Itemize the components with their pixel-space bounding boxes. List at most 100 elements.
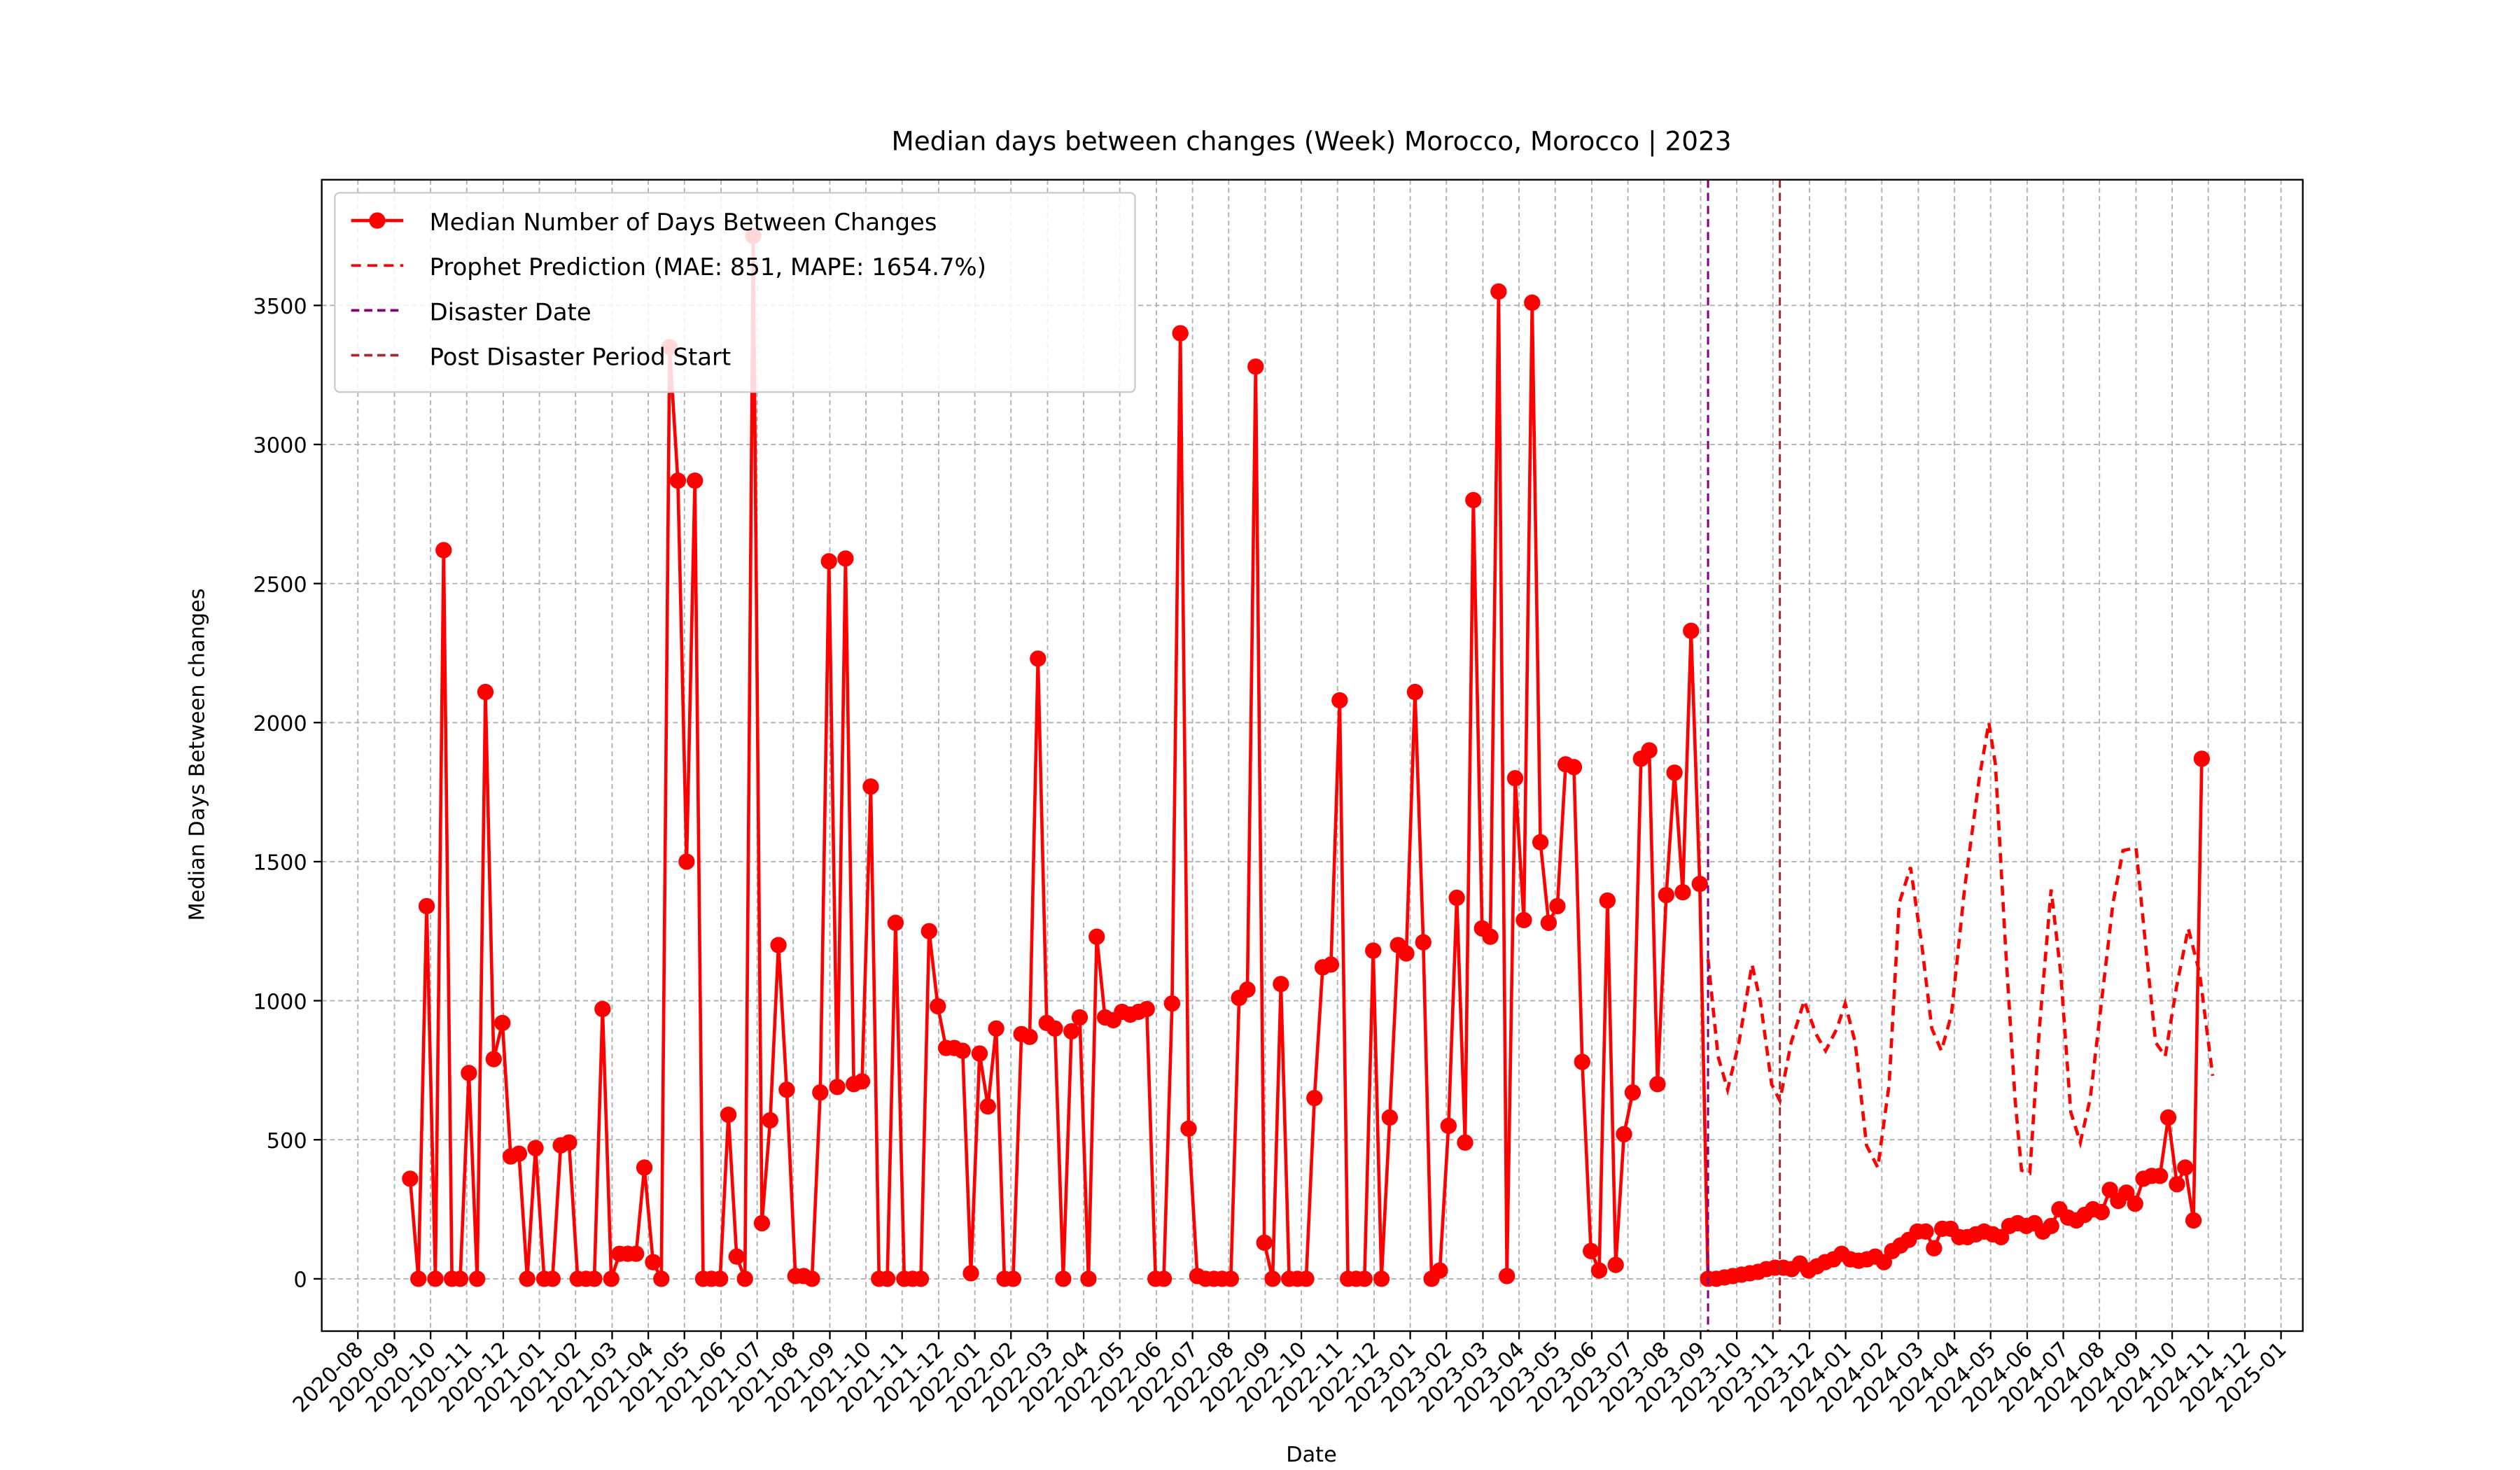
data-point <box>1163 995 1181 1012</box>
data-point <box>1448 889 1465 906</box>
data-point <box>1331 692 1348 709</box>
data-point <box>510 1145 528 1162</box>
data-point <box>1180 1120 1197 1138</box>
data-point <box>1691 876 1708 892</box>
data-point <box>1457 1134 1474 1151</box>
data-point <box>1624 1084 1642 1101</box>
data-point <box>527 1140 544 1156</box>
data-point <box>1666 764 1683 781</box>
data-point <box>1398 945 1415 962</box>
legend-marker <box>369 212 386 229</box>
y-tick-label: 500 <box>267 1129 307 1154</box>
y-tick-label: 2500 <box>253 573 307 597</box>
legend-box <box>334 192 1136 393</box>
data-point <box>1172 325 1189 342</box>
data-point <box>778 1082 795 1098</box>
data-point <box>594 1000 611 1018</box>
data-point <box>1046 1020 1063 1037</box>
data-point <box>1322 956 1340 973</box>
data-point <box>645 1254 662 1270</box>
data-point <box>427 1270 444 1287</box>
data-point <box>954 1042 971 1059</box>
data-point <box>1155 1270 1172 1287</box>
data-point <box>1365 942 1382 959</box>
data-point <box>1406 683 1424 701</box>
y-tick-label: 2000 <box>253 712 307 736</box>
data-point <box>1565 759 1583 776</box>
data-point <box>678 853 695 870</box>
data-point <box>971 1045 988 1062</box>
data-point <box>2093 1203 2110 1221</box>
data-point <box>820 553 837 570</box>
data-point <box>1607 1256 1624 1273</box>
data-point <box>712 1270 729 1287</box>
data-point <box>1306 1089 1323 1107</box>
data-point <box>1992 1228 2010 1245</box>
data-point <box>603 1270 620 1287</box>
data-point <box>2118 1184 2135 1201</box>
data-point <box>586 1270 603 1287</box>
y-tick-label: 3500 <box>253 295 307 319</box>
data-point <box>1506 770 1524 787</box>
data-point <box>1247 358 1264 375</box>
data-point <box>1524 294 1541 312</box>
data-point <box>1063 1023 1080 1040</box>
legend-label: Prophet Prediction (MAE: 851, MAPE: 1654… <box>430 253 986 281</box>
data-point <box>812 1084 829 1101</box>
data-point <box>1030 650 1046 667</box>
data-point <box>1674 883 1691 901</box>
data-point <box>1440 1117 1457 1135</box>
data-point <box>451 1270 469 1287</box>
data-point <box>1574 1054 1590 1070</box>
data-point <box>1004 1270 1022 1287</box>
data-point <box>753 1214 771 1232</box>
legend-label: Median Number of Days Between Changes <box>430 209 937 236</box>
legend: Median Number of Days Between Changes Pro… <box>334 192 1136 393</box>
data-point <box>930 997 946 1015</box>
data-point <box>853 1073 871 1090</box>
data-point <box>687 472 704 489</box>
data-point <box>979 1098 996 1115</box>
data-point <box>402 1170 419 1187</box>
data-point <box>1222 1270 1240 1287</box>
data-point <box>1256 1234 1273 1251</box>
y-tick-label: 1000 <box>253 990 307 1014</box>
chart-title: Median days between changes (Week) Moroc… <box>892 126 1732 157</box>
data-point <box>728 1248 746 1265</box>
y-tick-label: 3000 <box>253 434 307 458</box>
data-point <box>1356 1270 1373 1287</box>
legend-label: Disaster Date <box>430 298 592 326</box>
y-tick-label: 0 <box>293 1268 307 1293</box>
data-point <box>1499 1268 1516 1284</box>
data-point <box>669 472 687 489</box>
y-tick-label: 1500 <box>253 851 307 876</box>
data-point <box>461 1065 477 1082</box>
data-point <box>1071 1009 1088 1026</box>
data-point <box>1273 976 1289 993</box>
data-point <box>1540 914 1558 932</box>
data-point <box>561 1134 578 1151</box>
data-point <box>2160 1109 2177 1126</box>
data-point <box>1532 834 1549 850</box>
data-point <box>1649 1076 1666 1093</box>
plot-frame <box>321 178 2304 1332</box>
data-point <box>1926 1240 1942 1256</box>
data-point <box>1088 928 1105 945</box>
data-point <box>1138 1000 1155 1018</box>
data-point <box>410 1270 427 1287</box>
data-point <box>544 1270 561 1287</box>
data-point <box>988 1020 1004 1037</box>
data-point <box>862 778 879 795</box>
data-point <box>878 1270 896 1287</box>
data-point <box>477 683 494 701</box>
data-point <box>736 1270 753 1287</box>
data-point <box>1415 934 1432 951</box>
data-point <box>1616 1126 1632 1142</box>
data-point <box>1516 911 1532 929</box>
data-point <box>1373 1270 1390 1287</box>
data-point <box>2101 1182 2118 1198</box>
legend-label: Post Disaster Period Start <box>430 344 732 371</box>
data-point <box>1021 1028 1038 1045</box>
